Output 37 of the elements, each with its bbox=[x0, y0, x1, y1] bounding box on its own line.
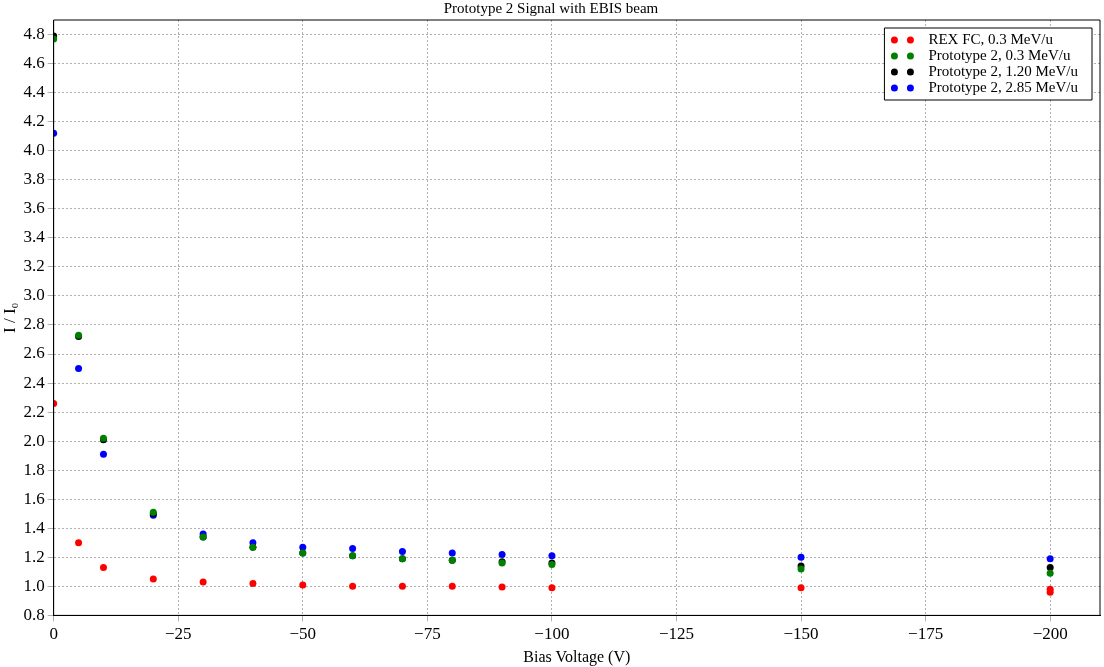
y-tick-label: 4.4 bbox=[23, 82, 46, 102]
y-tick-label: 1.8 bbox=[23, 459, 45, 479]
y-tick-label: 4.8 bbox=[23, 23, 45, 43]
y-tick-label: 1.2 bbox=[23, 546, 45, 566]
y-tick-label: 3.4 bbox=[23, 227, 46, 247]
x-tick-label: −150 bbox=[783, 624, 819, 644]
y-tick-label: 3.2 bbox=[23, 256, 45, 276]
y-tick-label: 0.8 bbox=[23, 604, 45, 624]
y-tick-label: 3.6 bbox=[23, 198, 45, 218]
x-tick-label: −75 bbox=[414, 624, 441, 644]
y-tick-label: 4.6 bbox=[23, 53, 45, 73]
legend-label: Prototype 2, 0.3 MeV/u bbox=[928, 46, 1071, 63]
y-tick-label: 3.0 bbox=[23, 285, 45, 305]
x-tick-label: −175 bbox=[908, 624, 944, 644]
x-tick-label: −100 bbox=[534, 624, 570, 644]
x-tick-label: −125 bbox=[658, 624, 695, 644]
x-axis-title: Bias Voltage (V) bbox=[523, 647, 631, 666]
x-tick-label: −200 bbox=[1032, 624, 1068, 644]
x-tick-label: −25 bbox=[164, 624, 192, 644]
y-tick-label: 2.0 bbox=[23, 430, 45, 450]
y-tick-label: 2.2 bbox=[23, 401, 45, 421]
y-tick-label: 1.0 bbox=[23, 575, 45, 595]
y-tick-label: 1.6 bbox=[23, 488, 45, 508]
y-tick-label: 4.2 bbox=[23, 111, 45, 131]
y-tick-label: 3.8 bbox=[23, 169, 45, 189]
x-tick-label: −50 bbox=[289, 624, 317, 644]
y-tick-label: 1.4 bbox=[23, 517, 46, 537]
legend-label: Prototype 2, 2.85 MeV/u bbox=[928, 78, 1079, 95]
y-tick-label: 2.6 bbox=[23, 343, 45, 363]
y-tick-label: 2.8 bbox=[23, 314, 45, 334]
y-tick-label: 4.0 bbox=[23, 140, 45, 160]
y-axis-title: I / I₀ bbox=[0, 302, 19, 333]
legend-label: Prototype 2, 1.20 MeV/u bbox=[928, 62, 1079, 79]
legend-label: REX FC, 0.3 MeV/u bbox=[928, 30, 1054, 47]
chart-title: Prototype 2 Signal with EBIS beam bbox=[443, 0, 659, 16]
y-tick-label: 2.4 bbox=[23, 372, 46, 392]
x-tick-label: 0 bbox=[49, 624, 58, 644]
